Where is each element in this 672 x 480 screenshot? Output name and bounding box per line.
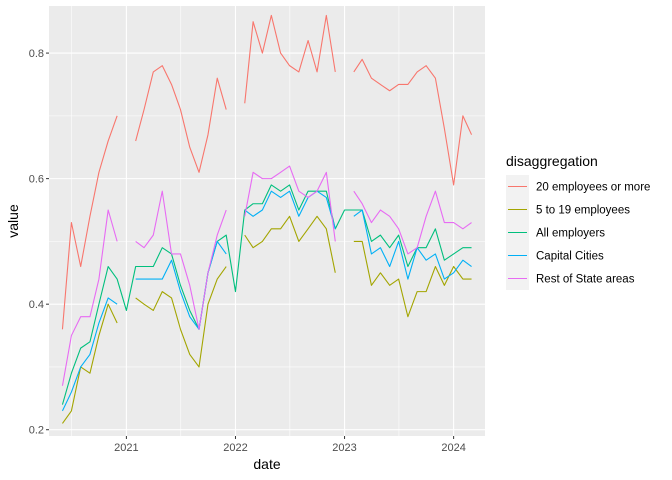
y-tick-label: 0.6 [29,174,44,186]
legend-label: Rest of State areas [536,274,635,286]
series-line-capital-cities [61,190,472,412]
x-tick-label: 2024 [441,442,465,454]
x-axis: 2021 2022 2023 2024 [114,436,466,454]
series-line-5-to-19-employees [62,215,472,424]
legend-item-all-employers: All employers [506,221,605,244]
x-tick-label: 2021 [114,442,138,454]
legend-label: 20 employees or more [536,182,650,194]
series-line-rest-of-state-areas [61,165,472,386]
legend-label: Capital Cities [536,251,604,263]
x-tick-label: 2022 [223,442,247,454]
legend-item-20-employees-or-more: 20 employees or more [506,175,650,198]
legend: disaggregation 20 employees or more 5 to … [506,153,650,290]
legend-item-capital-cities: Capital Cities [506,244,604,267]
y-tick-label: 0.4 [29,299,44,311]
series-line-20-employees-or-more [61,14,473,330]
legend-item-5-to-19-employees: 5 to 19 employees [506,198,630,221]
legend-title: disaggregation [506,153,598,169]
legend-item-rest-of-state-areas: Rest of State areas [506,267,635,290]
series-line-all-employers [61,184,472,405]
y-axis-title: value [5,204,21,238]
minor-gridlines [49,6,485,436]
x-tick-label: 2023 [332,442,356,454]
series-lines [61,14,473,424]
y-axis: 0.2 0.4 0.6 0.8 [29,48,49,437]
y-tick-label: 0.2 [29,425,44,437]
legend-items: 20 employees or more 5 to 19 employees All… [506,175,650,290]
y-tick-label: 0.8 [29,48,44,60]
legend-label: 5 to 19 employees [536,205,630,217]
x-axis-title: date [253,456,280,472]
legend-label: All employers [536,228,605,240]
